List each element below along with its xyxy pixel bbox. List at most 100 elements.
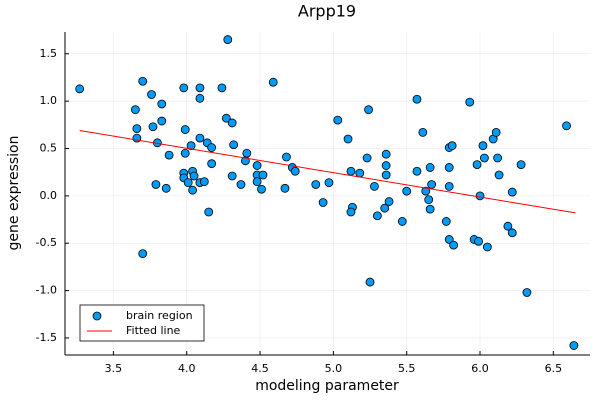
point	[282, 152, 291, 162]
point	[217, 83, 227, 93]
point	[130, 105, 140, 115]
point	[188, 185, 197, 195]
point	[207, 159, 217, 169]
y-tick-label: -1.0	[36, 284, 57, 297]
point	[365, 277, 375, 287]
x-tick-label: 6.5	[545, 362, 563, 375]
point	[412, 94, 422, 104]
point	[449, 240, 459, 250]
point	[381, 161, 391, 170]
point	[318, 198, 328, 207]
point	[478, 141, 488, 151]
point	[258, 170, 268, 180]
point	[482, 242, 492, 252]
y-tick-label: 0.5	[40, 142, 58, 155]
point	[195, 93, 205, 103]
point	[199, 177, 209, 187]
x-tick-label: 4.5	[251, 362, 269, 375]
point	[157, 116, 167, 126]
point	[491, 128, 501, 137]
point	[223, 35, 233, 44]
point	[364, 105, 373, 115]
x-tick-label: 6.0	[471, 362, 489, 375]
y-axis-label: gene expression	[6, 136, 22, 251]
point	[227, 171, 237, 181]
x-tick-label: 5.0	[325, 362, 343, 375]
point	[503, 221, 513, 231]
point	[195, 83, 205, 93]
point	[221, 113, 231, 123]
point	[161, 183, 171, 193]
legend-label: brain region	[126, 309, 193, 322]
point	[207, 143, 217, 152]
point	[183, 178, 193, 188]
y-tick-label: 1.5	[40, 47, 58, 60]
point	[474, 236, 483, 246]
point	[180, 148, 190, 158]
point	[179, 83, 189, 93]
point	[75, 84, 85, 94]
point	[257, 184, 266, 194]
fitted-line	[79, 130, 576, 214]
point	[522, 288, 532, 297]
point	[425, 163, 435, 172]
point	[447, 141, 457, 151]
x-tick-label: 5.5	[398, 362, 416, 375]
point	[402, 186, 412, 196]
y-tick-label: -0.5	[36, 236, 57, 249]
point	[475, 191, 485, 201]
point	[280, 183, 290, 193]
point	[384, 197, 394, 206]
y-tick-label: 1.0	[40, 94, 58, 107]
point	[412, 166, 422, 176]
point	[268, 77, 278, 87]
point	[370, 181, 379, 191]
point	[290, 166, 300, 176]
point	[186, 141, 196, 151]
point	[138, 76, 148, 86]
point	[242, 148, 252, 158]
point	[493, 153, 503, 163]
point	[507, 228, 517, 238]
point	[346, 166, 356, 176]
point	[569, 341, 579, 350]
point	[157, 99, 167, 109]
x-tick-label: 4.0	[178, 362, 196, 375]
point	[516, 160, 526, 170]
point	[227, 118, 237, 128]
point	[147, 90, 156, 99]
point	[418, 128, 428, 137]
point	[195, 133, 205, 143]
point	[444, 163, 454, 172]
point	[148, 122, 158, 132]
point	[465, 97, 475, 107]
point	[236, 180, 246, 189]
legend-marker	[92, 311, 102, 321]
point	[425, 204, 435, 214]
x-tick-label: 3.5	[105, 362, 123, 375]
y-tick-label: 0.0	[40, 189, 58, 202]
point	[562, 121, 571, 131]
point	[480, 153, 489, 163]
point	[252, 161, 262, 170]
point	[151, 180, 161, 189]
point	[424, 195, 434, 205]
point	[346, 207, 356, 217]
point	[252, 177, 262, 187]
point	[381, 170, 391, 180]
point	[164, 150, 174, 160]
point	[204, 207, 214, 217]
point	[311, 180, 321, 189]
y-tick-label: -1.5	[36, 331, 57, 344]
legend-label: Fitted line	[126, 324, 181, 337]
point	[362, 153, 372, 163]
point	[132, 124, 142, 134]
point	[180, 125, 190, 134]
point	[324, 178, 334, 188]
point	[333, 115, 343, 125]
legend-box	[79, 304, 205, 342]
point	[441, 217, 451, 226]
point	[397, 217, 407, 226]
